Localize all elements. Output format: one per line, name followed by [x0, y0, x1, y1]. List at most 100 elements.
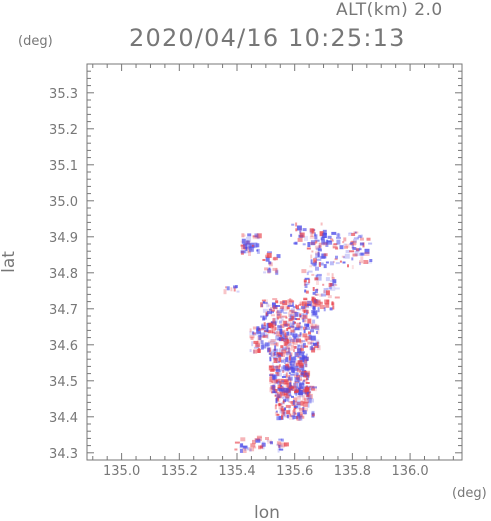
data-cell: [336, 237, 341, 239]
data-cell: [266, 252, 272, 258]
data-cell: [283, 411, 287, 417]
data-cell: [350, 240, 356, 246]
data-cell: [349, 250, 355, 253]
data-cell: [267, 304, 272, 307]
data-cell: [285, 342, 291, 347]
data-cell: [279, 301, 283, 305]
data-cell: [291, 387, 295, 391]
data-cell: [277, 394, 281, 399]
data-cell: [316, 341, 319, 346]
data-cell: [332, 279, 337, 284]
data-cell: [285, 366, 290, 370]
data-cell: [252, 235, 257, 240]
data-cell: [347, 264, 349, 268]
data-cell: [272, 375, 276, 381]
data-cell: [289, 302, 291, 305]
data-cell: [343, 237, 347, 242]
data-cell: [307, 311, 310, 314]
data-cell: [350, 242, 354, 245]
data-cell: [307, 270, 313, 273]
data-cell: [306, 394, 310, 397]
data-cell: [272, 298, 278, 301]
data-cell: [277, 448, 280, 453]
x-tick-label: 135.6: [276, 464, 313, 479]
data-cell: [241, 244, 246, 250]
data-cell: [336, 233, 341, 238]
data-cell: [248, 246, 254, 252]
data-cell: [335, 247, 339, 250]
data-cell: [299, 300, 302, 306]
data-cell: [234, 448, 238, 451]
data-cell: [290, 233, 293, 237]
data-cell: [292, 399, 295, 405]
data-cell: [308, 391, 311, 395]
data-cell: [342, 241, 345, 244]
data-cell: [281, 315, 287, 318]
data-cell: [305, 372, 309, 376]
data-cell: [275, 267, 278, 272]
data-cell: [293, 411, 296, 417]
data-cell: [306, 377, 308, 380]
data-cell: [273, 358, 278, 363]
data-cell: [298, 345, 302, 348]
data-cell: [278, 403, 283, 406]
data-cell: [276, 379, 278, 383]
data-cell: [283, 374, 287, 378]
data-cell: [301, 301, 307, 307]
data-cell: [305, 364, 308, 368]
data-cell: [356, 236, 359, 241]
data-cell: [260, 332, 265, 338]
data-cell: [310, 325, 316, 329]
data-cell: [283, 442, 289, 447]
data-cell: [325, 277, 330, 282]
data-cell: [286, 390, 292, 396]
data-cell: [304, 326, 308, 330]
data-cell: [291, 324, 295, 329]
data-cell: [256, 331, 261, 335]
data-cell: [329, 261, 334, 266]
data-cell: [271, 362, 274, 367]
data-cell: [359, 262, 361, 266]
data-cell: [292, 306, 296, 309]
data-cell: [276, 441, 281, 446]
data-cell: [359, 260, 363, 264]
data-cell: [288, 310, 293, 313]
data-cell: [292, 415, 295, 420]
data-cell: [300, 316, 304, 320]
data-cell: [279, 307, 284, 311]
data-cell: [292, 339, 298, 345]
data-cell: [344, 253, 350, 259]
data-cell: [302, 410, 307, 415]
data-cell: [277, 384, 281, 390]
data-cell: [296, 392, 300, 395]
data-cell: [311, 273, 315, 276]
data-cell: [311, 312, 317, 317]
data-cell: [304, 372, 310, 378]
data-cell: [285, 346, 288, 351]
data-cell: [285, 351, 290, 354]
data-cell: [287, 347, 290, 353]
data-cell: [294, 321, 296, 324]
data-cell: [330, 285, 336, 291]
data-cell: [299, 369, 303, 372]
data-cell: [256, 327, 261, 330]
data-cell: [261, 445, 265, 450]
data-cell: [277, 325, 283, 331]
data-cell: [309, 398, 314, 403]
data-cell: [273, 389, 278, 393]
data-cell: [275, 269, 279, 275]
data-cell: [252, 331, 255, 335]
data-cell: [267, 347, 271, 353]
data-cell: [262, 308, 268, 313]
data-cell: [282, 348, 286, 352]
data-cell: [289, 325, 295, 328]
data-cell: [307, 300, 313, 306]
data-cell: [358, 248, 362, 251]
data-cell: [298, 334, 302, 337]
data-cell: [323, 290, 326, 294]
data-cell: [295, 400, 301, 406]
data-cell: [278, 438, 283, 441]
data-cell: [314, 277, 319, 281]
data-cell: [333, 260, 335, 263]
data-cell: [282, 301, 285, 304]
